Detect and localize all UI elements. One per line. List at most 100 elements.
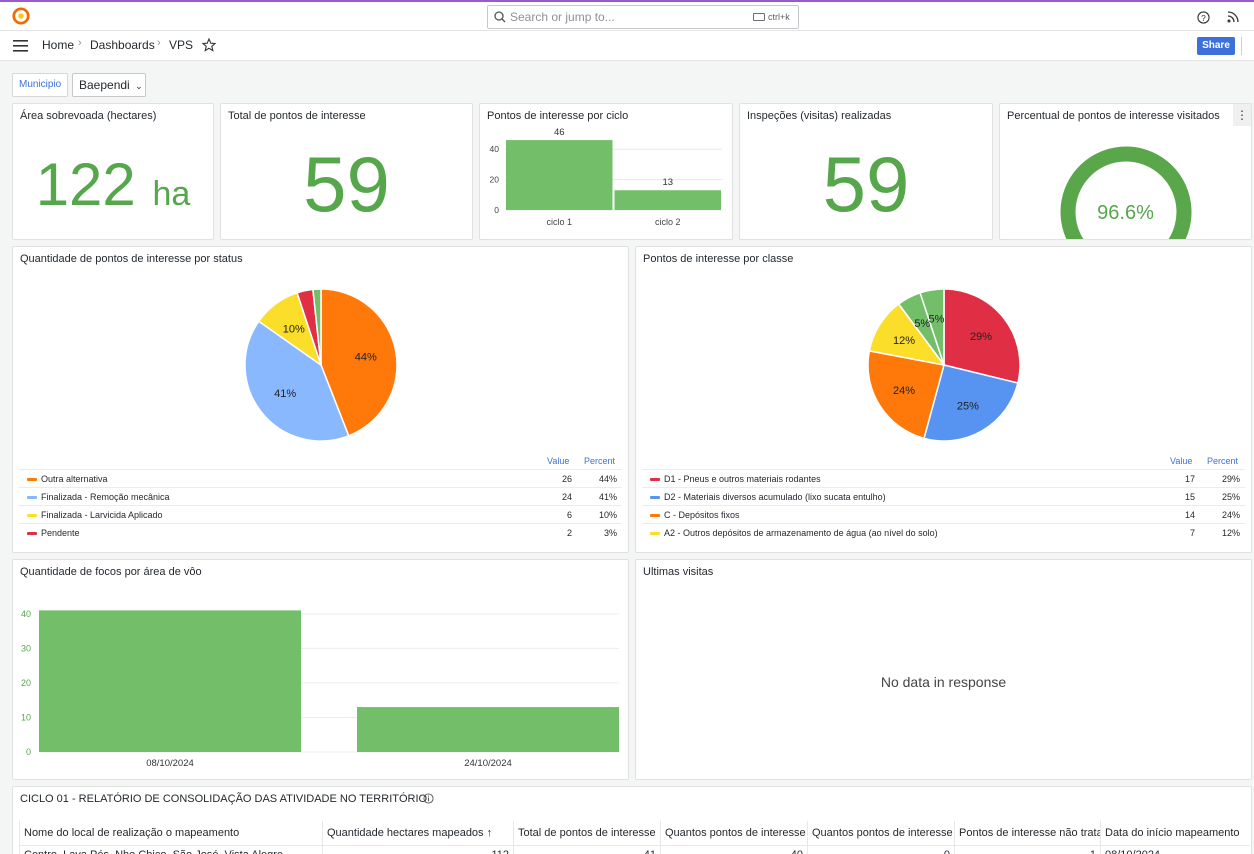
chevron-down-icon: ⌄	[135, 81, 143, 91]
legend-swatch	[27, 514, 37, 517]
legend-row[interactable]: D1 - Pneus e outros materiais rodantes 17…	[642, 469, 1245, 487]
table-column-header[interactable]: Quantidade hectares mapeados ↑	[322, 821, 513, 845]
class-panel: Pontos de interesse por classe 29% 25% 24%…	[635, 246, 1252, 553]
table-cell: 41	[513, 845, 660, 854]
legend-name: C - Depósitos fixos	[664, 510, 740, 520]
class-legend: Value Percent D1 - Pneus e outros materiai…	[642, 456, 1245, 546]
search-input[interactable]: Search or jump to... ctrl+k	[487, 5, 799, 29]
panel-title: Área sobrevoada (hectares)	[20, 110, 157, 122]
gauge-fill	[1060, 146, 1192, 239]
panel-title: Inspeções (visitas) realizadas	[747, 110, 892, 122]
legend-name: A2 - Outros depósitos de armazenamento d…	[664, 528, 938, 538]
star-icon[interactable]	[202, 38, 216, 52]
table-column-header[interactable]: Quantos pontos de interesse	[807, 821, 954, 845]
grafana-logo-icon[interactable]	[12, 7, 30, 25]
table-cell: Centro, Lava Pés, Nho Chico, São José, V…	[19, 845, 322, 854]
legend-row[interactable]: D2 - Materiais diversos acumulado (lixo …	[642, 487, 1245, 505]
slice-label: 41%	[274, 388, 296, 400]
search-icon	[494, 11, 506, 23]
panel-title: Percentual de pontos de interesse visita…	[1007, 110, 1220, 122]
legend-percent: 24%	[1221, 510, 1240, 520]
y-tick-label: 10	[21, 712, 31, 722]
legend-percent-header[interactable]: Percent	[584, 456, 616, 466]
breadcrumb-dashboards[interactable]: Dashboards	[90, 38, 155, 52]
legend-row[interactable]: Outra alternativa 26 44%	[19, 469, 622, 487]
pie-slice	[943, 288, 1021, 384]
legend-swatch	[650, 514, 660, 517]
slice-label: 29%	[970, 331, 992, 343]
table-column-header[interactable]: Total de pontos de interesse	[513, 821, 660, 845]
legend-percent: 41%	[598, 492, 617, 502]
chevron-right-icon: ›	[78, 37, 82, 49]
legend-value: 6	[566, 510, 572, 520]
top-bar: Search or jump to... ctrl+k ?	[0, 0, 1254, 31]
help-icon[interactable]: ?	[1197, 11, 1210, 24]
nav-bar: Home › Dashboards › VPS Share	[0, 31, 1254, 61]
y-tick-label: 40	[490, 144, 500, 154]
slice-label: 44%	[355, 352, 377, 364]
bar	[506, 140, 613, 210]
legend-percent-header[interactable]: Percent	[1207, 456, 1239, 466]
hamburger-menu-icon[interactable]	[13, 40, 28, 52]
legend-value-header[interactable]: Value	[547, 456, 570, 466]
legend-value: 2	[566, 528, 572, 538]
legend-value: 14	[1184, 510, 1195, 520]
bar	[357, 707, 619, 752]
legend-name: Finalizada - Larvicida Aplicado	[41, 510, 163, 520]
panel-menu-icon[interactable]: ⋮	[1233, 104, 1251, 126]
panel-title: CICLO 01 - RELATÓRIO DE CONSOLIDAÇÃO DAS…	[20, 793, 428, 805]
focos-panel: Quantidade de focos por área de vôo 40 30…	[12, 559, 629, 780]
legend-percent: 29%	[1221, 474, 1240, 484]
area-panel: Área sobrevoada (hectares) 122 ha	[12, 103, 214, 240]
panel-title: Ultimas visitas	[643, 566, 714, 578]
svg-text:?: ?	[1201, 13, 1206, 23]
table-cell: 1	[954, 845, 1100, 854]
legend-name: D1 - Pneus e outros materiais rodantes	[664, 474, 821, 484]
breadcrumb-home[interactable]: Home	[42, 38, 75, 52]
legend-row[interactable]: Pendente 2 3%	[19, 523, 622, 541]
table-column-header[interactable]: Nome do local de realização o mapeamento	[19, 821, 322, 845]
pie-slice	[923, 364, 1019, 442]
info-icon[interactable]	[423, 793, 434, 804]
table-column-header[interactable]: Data do início mapeamento	[1100, 821, 1250, 845]
cycle-chart: 40 20 0 46 ciclo 1 13 ciclo 2	[490, 127, 722, 227]
table-cell: 112	[322, 845, 513, 854]
x-tick-label: ciclo 2	[655, 217, 681, 227]
legend-value: 24	[561, 492, 572, 502]
share-button[interactable]: Share	[1197, 37, 1235, 55]
panel-title: Quantidade de pontos de interesse por st…	[20, 253, 243, 265]
legend-row[interactable]: Finalizada - Larvicida Aplicado 6 10%	[19, 505, 622, 523]
divider	[1241, 37, 1242, 55]
table-column-header[interactable]: Quantos pontos de interesse	[660, 821, 807, 845]
municipio-select[interactable]: Baependi ⌄	[72, 73, 146, 97]
legend-value-header[interactable]: Value	[1170, 456, 1193, 466]
x-tick-label: ciclo 1	[546, 217, 572, 227]
bar	[614, 190, 721, 210]
total-panel: Total de pontos de interesse 59	[220, 103, 473, 240]
table-cell: 08/10/2024	[1100, 845, 1250, 854]
table-column-header[interactable]: Pontos de interesse não tratados	[954, 821, 1100, 845]
cycle-panel: Pontos de interesse por ciclo 40 20 0 46 cic…	[479, 103, 733, 240]
y-tick-label: 0	[26, 747, 31, 757]
legend-row[interactable]: Finalizada - Remoção mecânica 24 41%	[19, 487, 622, 505]
legend-percent: 44%	[598, 474, 617, 484]
variable-label: Municipio	[12, 73, 69, 97]
pie-slice	[312, 288, 322, 366]
no-data-message: No data in response	[880, 674, 1007, 690]
visited-panel: Percentual de pontos de interesse visita…	[999, 103, 1252, 240]
slice-label: 10%	[283, 323, 305, 335]
legend-swatch	[27, 478, 37, 481]
legend-swatch	[650, 532, 660, 535]
breadcrumb-current: VPS	[169, 38, 194, 52]
bar	[39, 610, 301, 752]
area-stat: 122 ha	[13, 150, 213, 229]
legend-row[interactable]: A2 - Outros depósitos de armazenamento d…	[642, 523, 1245, 541]
legend-row[interactable]: C - Depósitos fixos 14 24%	[642, 505, 1245, 523]
rss-icon[interactable]	[1227, 11, 1239, 23]
keyboard-icon	[753, 13, 765, 21]
slice-label: 12%	[893, 335, 915, 347]
class-pie-chart: 29% 25% 24% 12% 5%5%	[867, 288, 1021, 442]
y-tick-label: 20	[21, 678, 31, 688]
y-tick-label: 20	[490, 175, 500, 185]
legend-value: 26	[561, 474, 572, 484]
